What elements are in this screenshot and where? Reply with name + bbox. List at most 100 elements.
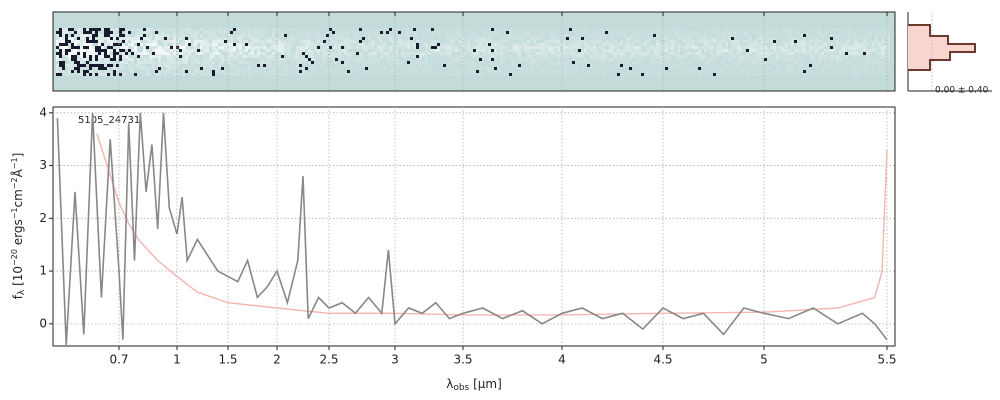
pixel [311, 34, 314, 37]
pixel [287, 34, 290, 37]
pixel [440, 31, 443, 34]
pixel [215, 46, 218, 49]
pixel [368, 31, 371, 34]
pixel [764, 64, 767, 67]
pixel [389, 43, 392, 46]
pixel [500, 46, 503, 49]
pixel [383, 64, 386, 67]
pixel [854, 37, 857, 40]
pixel [305, 37, 308, 40]
pixel [527, 43, 530, 46]
pixel [821, 52, 824, 55]
pixel [560, 58, 563, 61]
pixel [500, 40, 503, 43]
pixel [437, 55, 440, 58]
pixel [305, 40, 308, 43]
pixel [80, 28, 83, 31]
pixel [86, 70, 89, 73]
pixel [191, 34, 194, 37]
pixel [302, 67, 305, 70]
pixel [812, 64, 815, 67]
pixel [866, 73, 869, 76]
pixel [851, 67, 854, 70]
pixel [293, 67, 296, 70]
pixel [194, 28, 197, 31]
pixel [296, 55, 299, 58]
pixel [671, 52, 674, 55]
pixel [365, 70, 368, 73]
pixel [416, 58, 419, 61]
pixel [728, 67, 731, 70]
pixel [209, 37, 212, 40]
pixel [713, 61, 716, 64]
pixel [527, 64, 530, 67]
pixel [206, 70, 209, 73]
pixel [188, 49, 191, 52]
pixel [95, 34, 98, 37]
pixel [56, 58, 59, 61]
pixel [659, 73, 662, 76]
pixel [659, 55, 662, 58]
pixel [401, 37, 404, 40]
pixel [824, 34, 827, 37]
pixel [686, 43, 689, 46]
pixel [254, 31, 257, 34]
pixel [659, 31, 662, 34]
pixel [599, 52, 602, 55]
pixel [542, 58, 545, 61]
pixel [761, 52, 764, 55]
pixel [416, 34, 419, 37]
pixel [446, 40, 449, 43]
pixel [119, 49, 122, 52]
pixel [863, 64, 866, 67]
pixel [149, 73, 152, 76]
pixel [764, 43, 767, 46]
pixel [758, 58, 761, 61]
pixel [86, 46, 89, 49]
pixel [161, 61, 164, 64]
pixel [299, 34, 302, 37]
pixel [851, 58, 854, 61]
pixel [779, 37, 782, 40]
pixel [125, 70, 128, 73]
pixel [299, 49, 302, 52]
pixel [164, 49, 167, 52]
pixel [128, 73, 131, 76]
pixel [269, 43, 272, 46]
pixel [56, 61, 59, 64]
pixel [587, 46, 590, 49]
pixel [788, 55, 791, 58]
pixel [773, 67, 776, 70]
pixel [350, 40, 353, 43]
pixel [104, 43, 107, 46]
pixel [818, 31, 821, 34]
pixel [575, 37, 578, 40]
pixel [158, 34, 161, 37]
pixel [866, 61, 869, 64]
pixel [308, 37, 311, 40]
pixel [536, 34, 539, 37]
pixel [206, 31, 209, 34]
pixel [632, 31, 635, 34]
pixel [209, 61, 212, 64]
pixel [239, 70, 242, 73]
pixel [434, 46, 437, 49]
pixel [854, 61, 857, 64]
pixel [686, 67, 689, 70]
pixel [464, 31, 467, 34]
pixel [662, 55, 665, 58]
pixel [452, 70, 455, 73]
pixel [704, 43, 707, 46]
pixel [416, 52, 419, 55]
pixel [647, 34, 650, 37]
pixel [437, 31, 440, 34]
pixel [260, 58, 263, 61]
pixel [95, 28, 98, 31]
pixel [587, 64, 590, 67]
pixel [632, 40, 635, 43]
pixel [263, 64, 266, 67]
pixel [419, 73, 422, 76]
pixel [797, 49, 800, 52]
pixel [872, 43, 875, 46]
pixel [146, 46, 149, 49]
